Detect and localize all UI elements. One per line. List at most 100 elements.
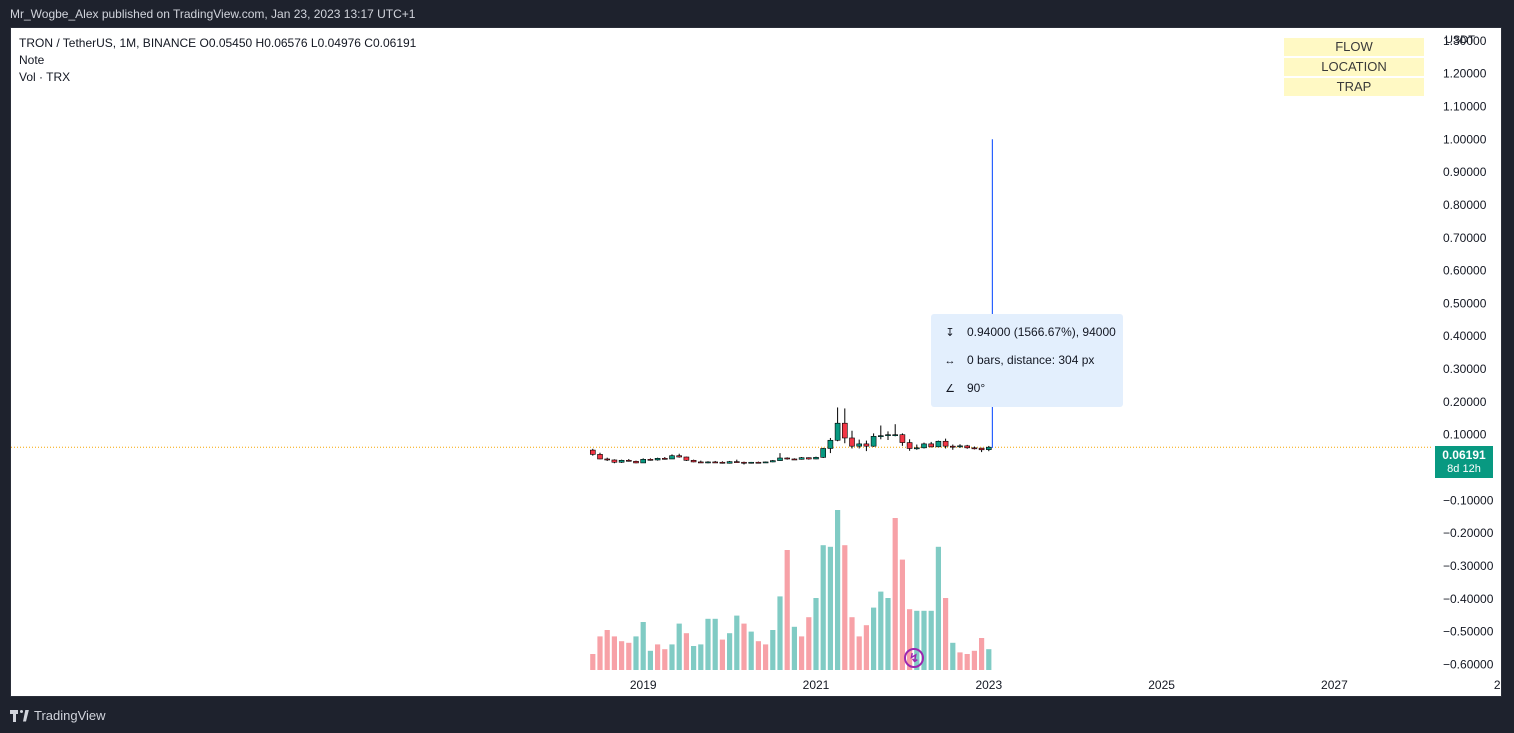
candle-body (690, 459, 697, 463)
candle-body (647, 459, 654, 461)
volume-bar (928, 610, 934, 670)
x-tick-label: 2019 (630, 678, 657, 692)
candle-body (733, 461, 740, 463)
volume-bar (683, 633, 689, 670)
candle-body (942, 440, 949, 447)
y-tick-label: 0.60000 (1443, 264, 1487, 278)
candle-body (820, 448, 827, 458)
volume-bar (734, 615, 740, 670)
volume-bar (957, 652, 963, 670)
volume-bar (885, 598, 891, 670)
candle-body (935, 440, 942, 448)
x-tick-label: 2023 (975, 678, 1002, 692)
lightning-icon[interactable]: ↯ (904, 648, 924, 668)
note-indicator[interactable]: Note (19, 53, 45, 67)
label-boxes: FLOW LOCATION TRAP (1284, 38, 1424, 98)
volume-bar (842, 545, 848, 670)
candle-body (719, 461, 726, 464)
candle-body (726, 461, 733, 464)
volume-bar (777, 596, 783, 670)
candle-body (676, 455, 683, 458)
volume-bar (619, 641, 625, 670)
volume-bar (669, 644, 675, 670)
candle-body (611, 459, 618, 463)
y-tick-label: 0.20000 (1443, 395, 1487, 409)
candle-body (834, 422, 841, 441)
volume-bar (871, 607, 877, 670)
volume-bar (611, 636, 617, 670)
candle-body (957, 445, 963, 448)
y-tick-label: 1.10000 (1443, 99, 1487, 113)
candle-body (921, 443, 927, 449)
volume-bar (755, 641, 761, 670)
volume-bar (784, 550, 790, 670)
candle-body (985, 446, 992, 450)
volume-bar (835, 510, 841, 670)
volume-bar (691, 646, 697, 670)
y-tick-label: −0.40000 (1443, 592, 1494, 606)
horizontal-range-icon: ↔ (944, 355, 956, 367)
candle-body (683, 456, 690, 461)
volume-bar (662, 649, 668, 670)
candle-body (906, 442, 913, 449)
y-tick-label: 0.10000 (1443, 428, 1487, 442)
volume-bar (907, 609, 913, 670)
flow-label[interactable]: FLOW (1284, 38, 1424, 56)
candle-body (798, 457, 805, 460)
volume-bar (806, 617, 812, 670)
candle-body (892, 434, 899, 436)
y-tick-label: 1.00000 (1443, 132, 1487, 146)
candle-body (604, 458, 611, 461)
volume-bar (741, 623, 747, 670)
last-price-badge[interactable]: 0.06191 8d 12h (1435, 446, 1493, 478)
volume-bar (935, 546, 941, 670)
location-label[interactable]: LOCATION (1284, 58, 1424, 76)
candle-body (971, 447, 978, 450)
candle-body (654, 458, 661, 461)
volume-bar (633, 636, 639, 670)
tradingview-logo[interactable]: TradingView (10, 708, 106, 723)
x-tick-label: 2027 (1321, 678, 1348, 692)
volume-bar (950, 642, 956, 670)
volume-bar (590, 654, 596, 670)
bars-range-row: ↔ 0 bars, distance: 304 px (941, 352, 1095, 368)
candle-body (741, 461, 747, 464)
symbol-ohlc-line[interactable]: TRON / TetherUS, 1M, BINANCE O0.05450 H0… (19, 36, 417, 50)
candle-body (913, 447, 920, 450)
volume-bar (849, 617, 855, 670)
y-tick-label: 0.40000 (1443, 329, 1487, 343)
candle-body (762, 461, 769, 464)
volume-bar (863, 625, 869, 670)
candle-body (661, 458, 668, 460)
axis-currency[interactable]: USDT (1445, 34, 1475, 46)
volume-bar (763, 644, 769, 670)
chart-frame[interactable]: 1.30000 1.20000 1.10000 1.00000 0.90000 0.800… (10, 27, 1502, 697)
volume-bar (827, 546, 833, 670)
candle-body (813, 457, 819, 460)
y-tick-label: −0.10000 (1443, 493, 1494, 507)
angle-icon: ∠ (945, 383, 955, 395)
trap-label[interactable]: TRAP (1284, 78, 1424, 96)
candle-body (841, 422, 848, 439)
last-price-value: 0.06191 (1442, 448, 1486, 462)
volume-bar (626, 642, 632, 670)
volume-indicator[interactable]: Vol · TRX (19, 70, 71, 84)
volume-bar (655, 644, 661, 670)
volume-bar (640, 622, 646, 670)
volume-bar (676, 623, 682, 670)
candle-body (964, 445, 971, 449)
price-range-row: ↧ 0.94000 (1566.67%), 94000 (941, 324, 1115, 340)
volume-bar (820, 545, 826, 670)
y-tick-label: 0.80000 (1443, 198, 1487, 212)
chart-canvas[interactable]: 1.30000 1.20000 1.10000 1.00000 0.90000 0.800… (11, 28, 1501, 696)
candle-body (899, 434, 906, 443)
candle-body (633, 460, 639, 464)
y-tick-label: −0.60000 (1443, 657, 1494, 671)
brand-name: TradingView (34, 708, 106, 723)
published-text: Mr_Wogbe_Alex published on TradingView.c… (10, 7, 416, 21)
y-tick-label: −0.20000 (1443, 526, 1494, 540)
volume-bar (986, 649, 992, 670)
volume-bar (705, 618, 711, 670)
volume-bar (914, 610, 920, 670)
publish-header: Mr_Wogbe_Alex published on TradingView.c… (0, 0, 1514, 27)
